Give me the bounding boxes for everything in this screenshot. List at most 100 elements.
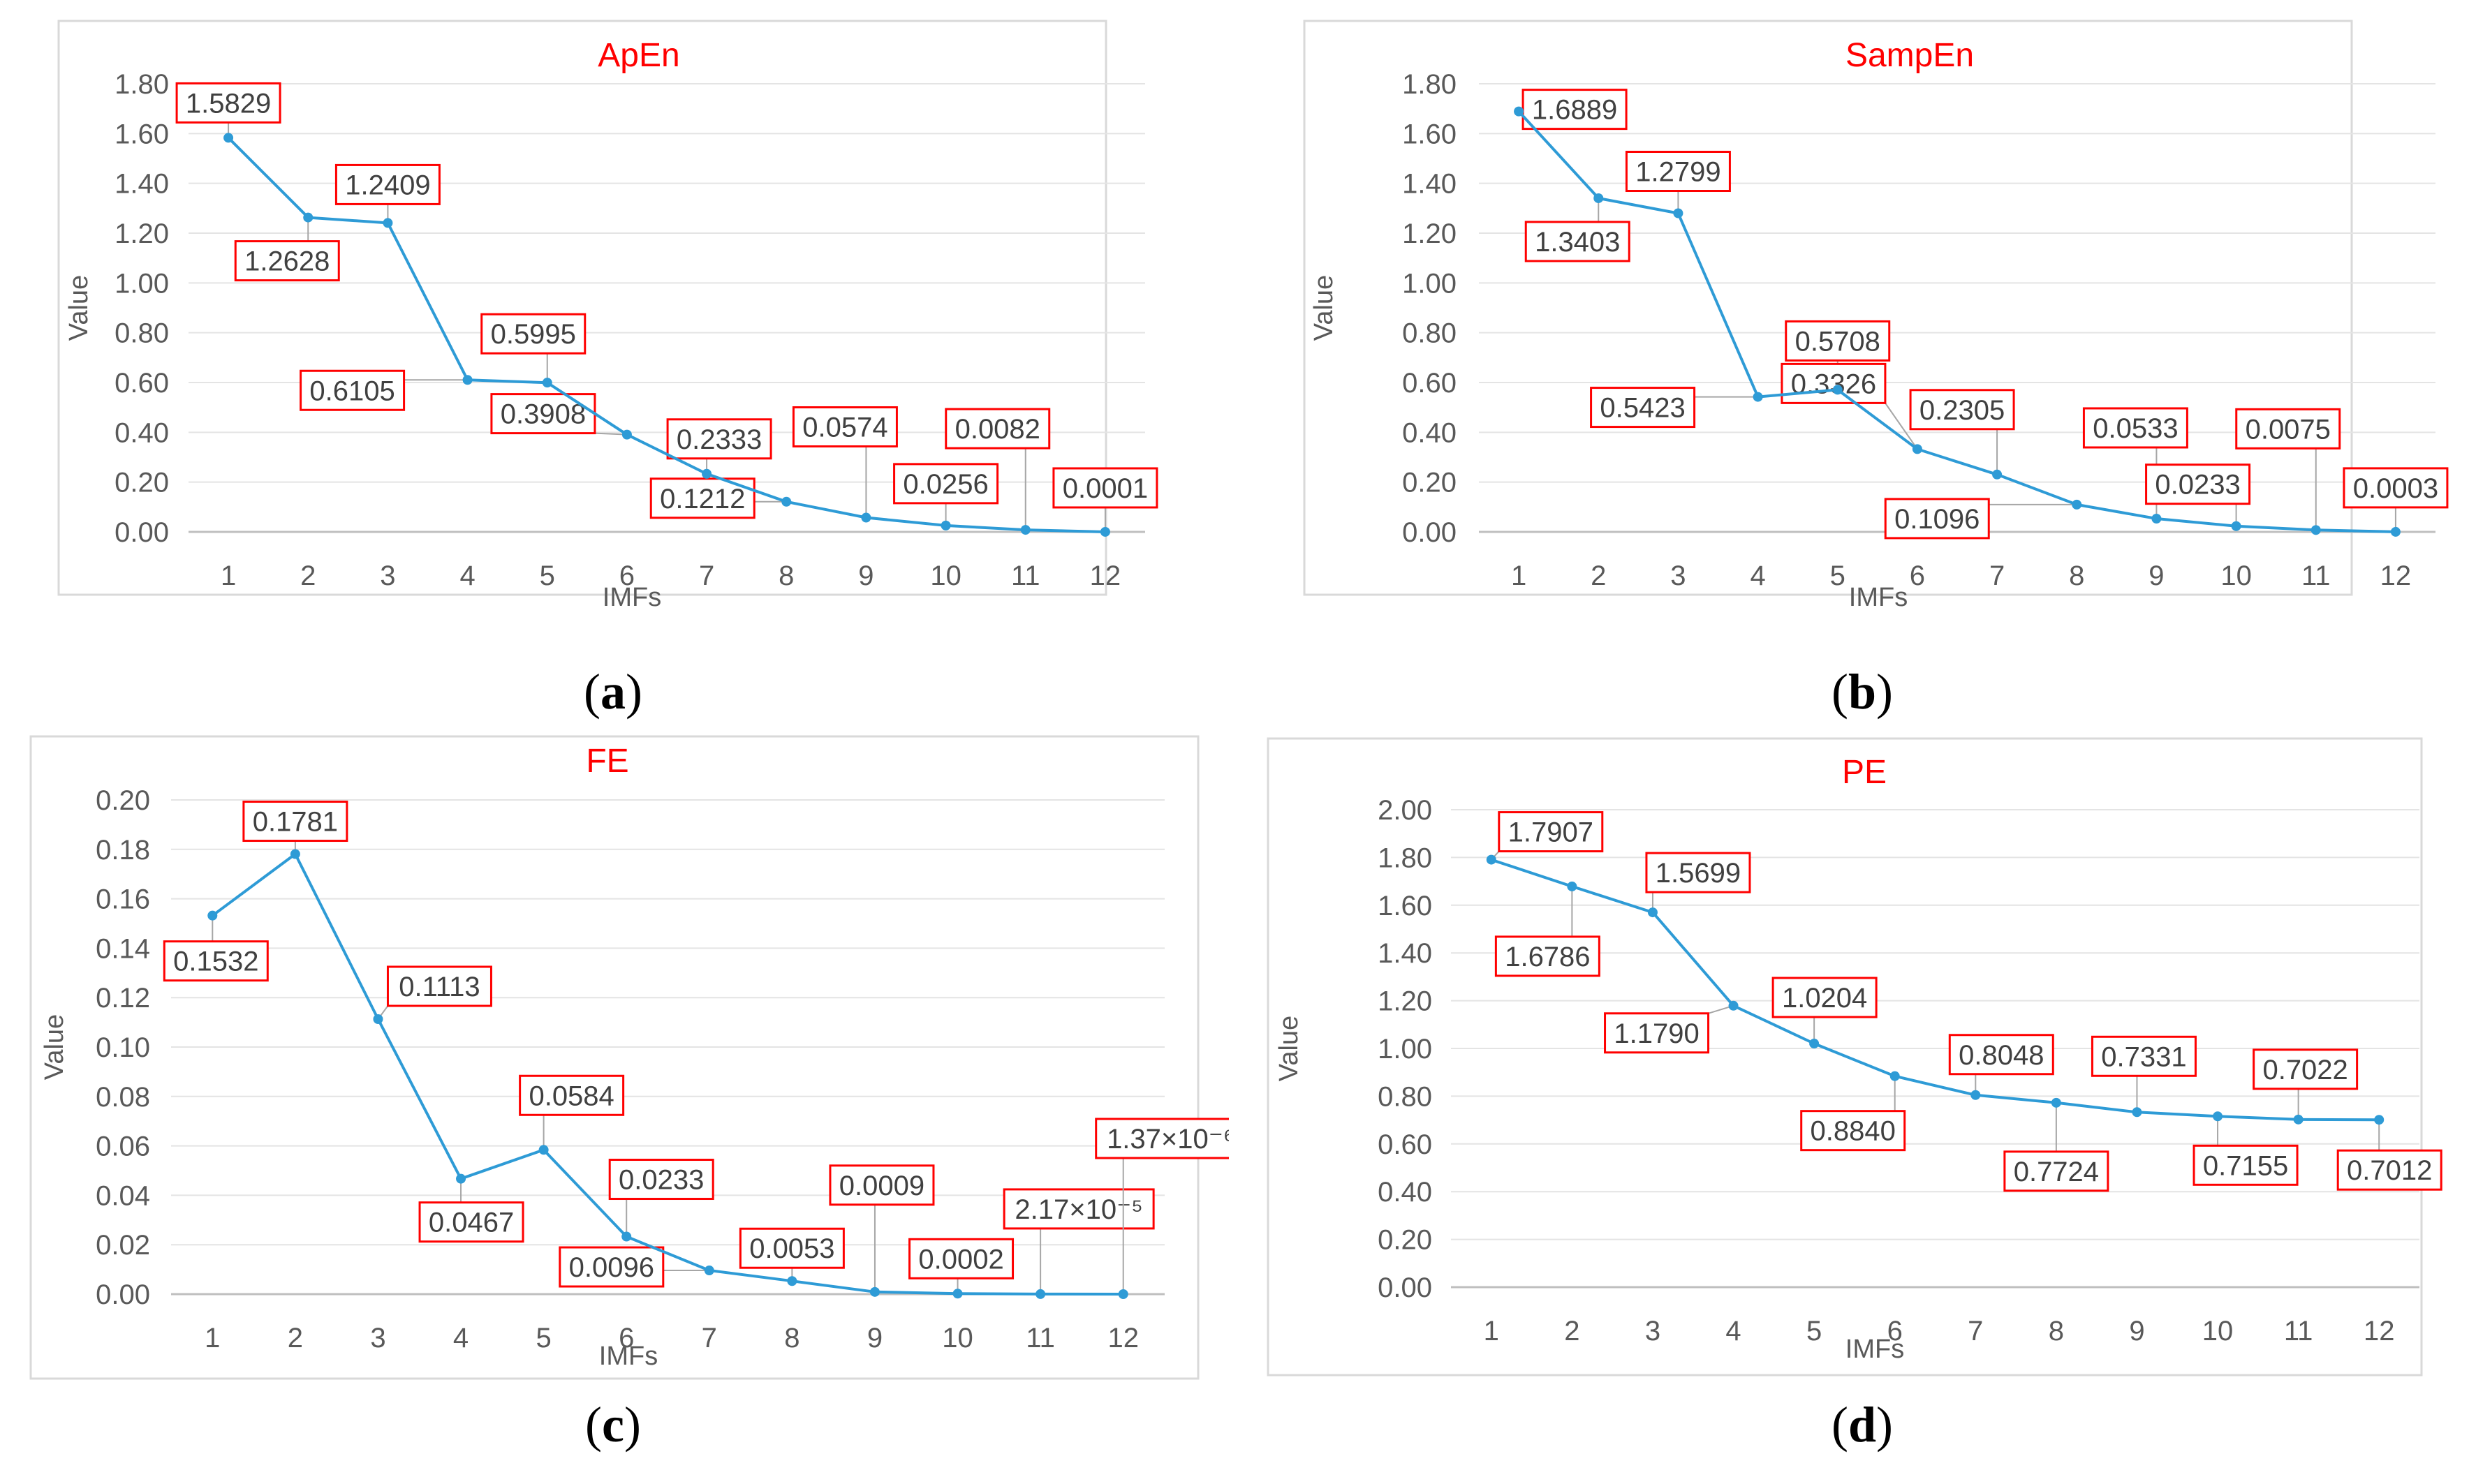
y-tick-label: 1.60: [1378, 891, 1432, 921]
x-tick-label: 3: [1645, 1316, 1660, 1346]
y-tick-label: 1.40: [115, 169, 169, 200]
data-point: [1567, 881, 1577, 891]
x-tick-label: 1: [221, 561, 236, 591]
x-tick-label: 3: [370, 1323, 385, 1353]
x-tick-label: 10: [2220, 561, 2252, 591]
x-tick-label: 11: [2301, 561, 2331, 591]
data-point: [207, 910, 218, 921]
data-point: [1753, 392, 1763, 402]
data-label-box: [386, 965, 492, 1007]
chart-sampen: 0.00 0.20 0.40 0.60 0.80 1.00 1.20 1.40 1.60 1.80…: [1303, 20, 2449, 612]
x-tick-label: 11: [2284, 1316, 2313, 1346]
data-label-box: [1785, 320, 1891, 362]
data-point: [1970, 1090, 1981, 1100]
x-tick-label: 2: [1591, 561, 1606, 591]
data-label: 0.0053: [749, 1233, 834, 1264]
x-tick-label: 12: [2380, 561, 2412, 591]
data-point: [1118, 1289, 1128, 1299]
data-point: [2310, 525, 2321, 535]
y-tick-label: 0.00: [115, 517, 169, 548]
x-tick-label: 6: [1887, 1316, 1903, 1346]
y-tick-label: 0.00: [1402, 517, 1457, 548]
y-tick-label: 0.04: [96, 1180, 150, 1211]
caption-a: (a): [584, 664, 642, 720]
caption-b: (b): [1831, 664, 1893, 720]
y-tick-label: 1.20: [1378, 986, 1432, 1017]
data-label: 0.1781: [253, 807, 338, 838]
y-tick-label: 0.16: [96, 884, 150, 915]
data-label: 0.7724: [2014, 1157, 2099, 1187]
data-label: 0.6105: [309, 376, 395, 406]
y-tick-label: 0.10: [96, 1032, 150, 1063]
x-tick-label: 9: [2129, 1316, 2144, 1346]
x-tick-label: 5: [540, 561, 555, 591]
data-label: 0.0584: [529, 1081, 614, 1111]
data-point: [383, 218, 393, 228]
x-tick-label: 11: [1026, 1323, 1055, 1353]
data-label: 0.0075: [2246, 414, 2331, 445]
y-tick-label: 0.40: [1402, 417, 1457, 448]
x-tick-label: 8: [2049, 1316, 2064, 1346]
data-point: [702, 468, 712, 479]
data-point: [704, 1266, 714, 1276]
data-point: [941, 520, 951, 530]
y-tick-label: 0.80: [115, 318, 169, 349]
data-point: [2072, 499, 2082, 510]
data-label-box: [666, 418, 772, 460]
y-axis-label: Value: [1274, 1016, 1304, 1081]
y-tick-label: 1.40: [1402, 169, 1457, 200]
data-point: [1647, 907, 1658, 918]
data-labels: 1.7907 1.6786 1.5699 1.1790 1.0204 0.8840 0.80…: [1491, 811, 2442, 1192]
data-point: [1593, 193, 1604, 203]
y-tick-label: 0.40: [1378, 1177, 1432, 1208]
data-label-box: [1781, 362, 1887, 404]
data-label-box: [418, 1201, 524, 1243]
y-tick-label: 0.20: [1378, 1225, 1432, 1256]
data-label: 2.17×10⁻⁵: [1015, 1194, 1142, 1225]
leader-line: [1885, 402, 1918, 450]
x-tick-label: 12: [1107, 1323, 1139, 1353]
data-label: 0.0256: [903, 469, 988, 500]
caption-c: (c): [585, 1397, 641, 1453]
y-tick-label: 0.40: [115, 417, 169, 448]
data-point: [621, 429, 632, 440]
data-label-box: [1521, 89, 1628, 131]
x-tick-label: 5: [1806, 1316, 1822, 1346]
data-point: [2051, 1097, 2061, 1108]
y-tick-label: 0.12: [96, 983, 150, 1014]
data-label-box: [1948, 1034, 2054, 1076]
x-tick-label: 6: [619, 561, 635, 591]
data-label-box: [480, 313, 587, 355]
data-point: [303, 212, 314, 223]
data-point: [787, 1276, 797, 1286]
data-label: 0.0533: [2093, 413, 2178, 444]
data-label: 0.0574: [802, 413, 887, 443]
x-tick-label: 4: [1725, 1316, 1741, 1346]
chart-title: FE: [586, 743, 628, 780]
x-tick-label: 8: [784, 1323, 799, 1353]
x-axis-label: IMFs: [1845, 1335, 1904, 1364]
leader-line: [594, 432, 627, 436]
data-label: 1.37×10⁻⁶: [1107, 1124, 1229, 1155]
data-point: [290, 849, 300, 859]
data-label: 1.6786: [1505, 942, 1590, 972]
data-label-box: [300, 369, 406, 411]
y-tick-label: 0.80: [1378, 1081, 1432, 1112]
data-point: [1728, 1000, 1739, 1011]
data-label: 0.2333: [677, 424, 762, 455]
x-tick-label: 8: [779, 561, 794, 591]
data-labels: 0.1532 0.1781 0.1113 0.0467 0.0584 0.0233 0.00…: [163, 801, 1247, 1294]
series-line: [1517, 110, 2396, 533]
chart-panel-pe: 0.00 0.20 0.40 0.60 0.80 1.00 1.20 1.40 1.60 1.80…: [1234, 726, 2469, 1427]
data-point: [2151, 513, 2162, 524]
x-tick-label: 3: [380, 561, 395, 591]
data-point: [621, 1231, 632, 1242]
data-label: 0.0002: [918, 1244, 1003, 1275]
x-tick-label: 2: [1564, 1316, 1579, 1346]
data-point: [1514, 106, 1524, 117]
x-tick-label: 7: [1989, 561, 2005, 591]
x-tick-label: 7: [702, 1323, 717, 1353]
data-label: 1.2628: [244, 246, 330, 277]
data-point: [2374, 1115, 2385, 1125]
chart-fe: 0.00 0.02 0.04 0.06 0.08 0.10 0.12 0.14 0.16 0.18…: [29, 735, 1247, 1380]
